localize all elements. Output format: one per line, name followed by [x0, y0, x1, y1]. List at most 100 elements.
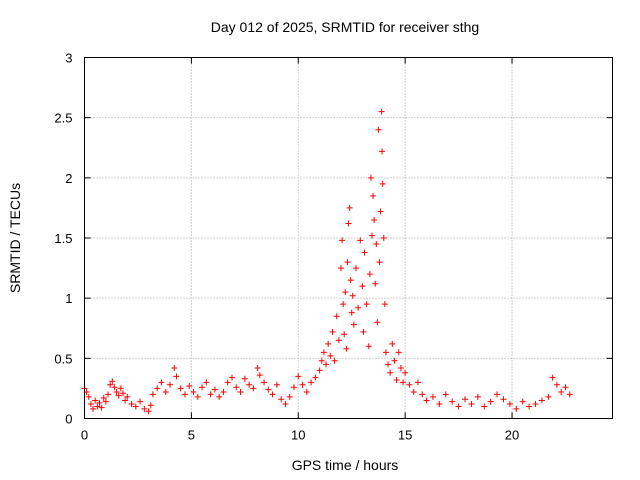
- data-point: [147, 402, 154, 409]
- data-point: [369, 232, 376, 239]
- data-point: [393, 376, 400, 383]
- data-point: [340, 301, 347, 308]
- data-point: [145, 408, 152, 415]
- data-point: [269, 391, 276, 398]
- data-point: [109, 378, 116, 385]
- data-point: [190, 389, 197, 396]
- data-point: [228, 374, 235, 381]
- data-point: [241, 375, 248, 382]
- data-point: [119, 390, 126, 397]
- x-axis-label: GPS time / hours: [292, 457, 399, 473]
- data-point: [338, 265, 345, 272]
- data-point: [339, 237, 346, 244]
- x-tick-label: 10: [291, 428, 305, 443]
- data-point: [455, 403, 462, 410]
- data-point: [98, 404, 105, 411]
- data-point: [316, 367, 323, 374]
- data-point: [295, 373, 302, 380]
- data-point: [449, 398, 456, 405]
- data-point: [216, 393, 223, 400]
- data-point: [363, 301, 370, 308]
- x-tick-label: 20: [505, 428, 519, 443]
- data-point: [171, 364, 178, 371]
- data-point: [355, 304, 362, 311]
- data-point: [373, 241, 380, 248]
- data-point: [154, 385, 161, 392]
- data-point: [385, 361, 392, 368]
- data-point: [474, 393, 481, 400]
- data-point: [370, 192, 377, 199]
- data-point: [500, 396, 507, 403]
- data-point: [352, 265, 359, 272]
- data-point: [377, 208, 384, 215]
- data-point: [92, 397, 99, 404]
- data-point: [400, 379, 407, 386]
- data-points: [81, 108, 573, 415]
- data-point: [494, 391, 501, 398]
- data-point: [346, 204, 353, 211]
- data-point: [128, 401, 135, 408]
- data-point: [290, 384, 297, 391]
- data-point: [374, 319, 381, 326]
- data-point: [378, 108, 385, 115]
- data-point: [391, 357, 398, 364]
- data-point: [325, 340, 332, 347]
- data-point: [397, 364, 404, 371]
- data-point: [132, 403, 139, 410]
- data-point: [406, 381, 413, 388]
- data-point: [366, 271, 373, 278]
- data-point: [349, 292, 356, 299]
- data-point: [423, 397, 430, 404]
- y-tick-label: 0.5: [54, 351, 72, 366]
- data-point: [360, 328, 367, 335]
- data-point: [90, 405, 97, 412]
- data-point: [141, 405, 148, 412]
- data-point: [549, 374, 556, 381]
- data-point: [442, 391, 449, 398]
- data-point: [320, 349, 327, 356]
- data-point: [211, 386, 218, 393]
- data-point: [162, 389, 169, 396]
- data-point: [199, 384, 206, 391]
- data-point: [278, 396, 285, 403]
- x-tick-label: 0: [81, 428, 88, 443]
- data-point: [327, 352, 334, 359]
- data-point: [341, 331, 348, 338]
- data-point: [389, 340, 396, 347]
- data-point: [122, 397, 129, 404]
- data-point: [261, 379, 268, 386]
- y-tick-label: 1.5: [54, 231, 72, 246]
- data-point: [323, 361, 330, 368]
- data-point: [254, 364, 261, 371]
- data-point: [361, 249, 368, 256]
- data-point: [342, 289, 349, 296]
- data-point: [265, 386, 272, 393]
- data-point: [382, 349, 389, 356]
- data-point: [318, 357, 325, 364]
- axis-ticks: 0 5 10 15 20 0 0.5 1 1.5 2 2.5 3: [54, 51, 613, 443]
- y-tick-label: 1: [65, 291, 72, 306]
- data-point: [237, 389, 244, 396]
- data-point: [436, 401, 443, 408]
- data-point: [224, 379, 231, 386]
- data-point: [365, 343, 372, 350]
- data-point: [367, 174, 374, 181]
- data-point: [376, 259, 383, 266]
- data-point: [553, 381, 560, 388]
- data-point: [558, 389, 565, 396]
- data-point: [149, 391, 156, 398]
- data-point: [468, 401, 475, 408]
- y-axis-label: SRMTID / TECUs: [7, 183, 23, 293]
- data-point: [345, 220, 352, 227]
- data-point: [387, 369, 394, 376]
- data-point: [359, 283, 366, 290]
- data-point: [96, 399, 103, 406]
- x-tick-label: 5: [188, 428, 195, 443]
- data-point: [506, 401, 513, 408]
- grid-lines: [84, 57, 613, 419]
- data-point: [85, 393, 92, 400]
- data-point: [526, 403, 533, 410]
- data-point: [357, 237, 364, 244]
- data-point: [545, 393, 552, 400]
